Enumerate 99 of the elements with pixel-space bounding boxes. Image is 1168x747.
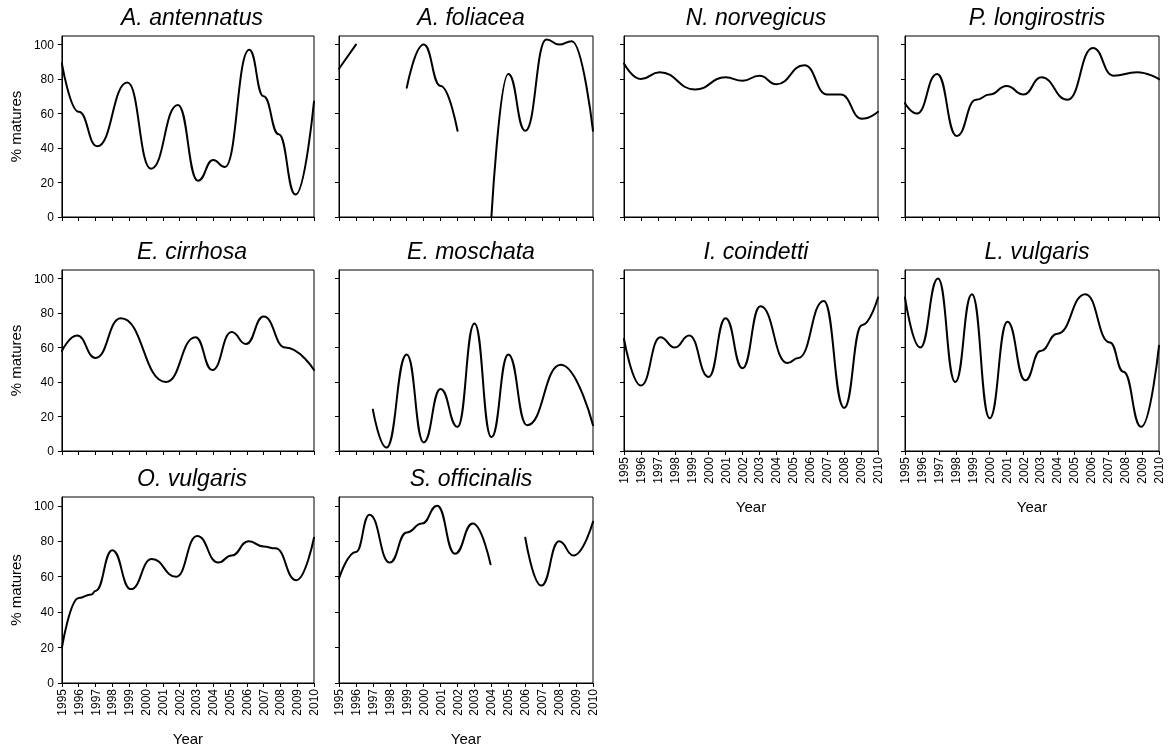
x-tick-label: 1999 [122, 688, 137, 716]
x-tick-label: 1996 [914, 456, 929, 484]
x-tick-label: 2004 [484, 688, 499, 716]
x-tick-label: 1997 [931, 456, 946, 484]
x-tick-label: 2000 [416, 688, 431, 716]
x-tick-label: 2004 [1050, 456, 1065, 484]
x-tick-label: 1995 [54, 688, 69, 716]
x-tick-label: 2004 [206, 688, 221, 716]
chart-title: P. longirostris [968, 3, 1106, 30]
y-tick-label: 40 [40, 605, 55, 620]
x-tick-label: 2009 [290, 688, 305, 716]
x-tick-label: 1999 [965, 456, 980, 484]
x-tick-label: 2007 [820, 456, 835, 484]
x-tick-label: 1998 [948, 456, 963, 484]
chart-title: S. officinalis [409, 464, 533, 491]
x-tick-label: 2002 [1016, 456, 1031, 484]
x-tick-label: 2008 [552, 688, 567, 716]
chart-title: L. vulgaris [984, 237, 1090, 264]
x-tick-label: 1998 [667, 456, 682, 484]
x-tick-label: 2007 [1101, 456, 1116, 484]
x-tick-label: 2004 [769, 456, 784, 484]
x-tick-label: 2001 [999, 456, 1014, 484]
x-tick-label: 1995 [332, 688, 346, 716]
x-tick-label: 2003 [467, 688, 482, 716]
x-tick-label: 2005 [786, 456, 801, 484]
chart-title: N. norvegicus [685, 3, 827, 30]
x-tick-label: 2007 [256, 688, 271, 716]
y-tick-label: 20 [40, 640, 55, 655]
x-axis-title: Year [1016, 498, 1048, 515]
x-tick-label: 2008 [837, 456, 852, 484]
x-tick-label: 2005 [1067, 456, 1082, 484]
y-tick-label: 60 [40, 569, 55, 584]
x-tick-label: 2000 [701, 456, 716, 484]
x-axis-title: Year [450, 730, 482, 747]
x-tick-label: 1999 [684, 456, 699, 484]
x-tick-label: 2005 [222, 688, 237, 716]
x-tick-label: 2010 [586, 688, 600, 716]
x-axis-title: Year [735, 498, 767, 515]
y-tick-label: 0 [47, 444, 55, 458]
chart-title: E. moschata [407, 237, 535, 264]
x-tick-label: 2002 [735, 456, 750, 484]
x-tick-label: 2007 [535, 688, 550, 716]
y-tick-label: 80 [40, 534, 55, 549]
y-tick-label: 0 [47, 676, 55, 690]
x-tick-label: 2005 [501, 688, 516, 716]
x-axis-title: Year [172, 730, 204, 747]
y-axis-title: % matures [7, 324, 24, 397]
y-tick-label: 40 [40, 375, 55, 390]
y-tick-label: 0 [47, 210, 55, 224]
x-tick-label: 2001 [718, 456, 733, 484]
y-tick-label: 80 [40, 72, 55, 87]
x-tick-label: 1997 [365, 688, 380, 716]
chart-title: A. foliacea [415, 3, 525, 30]
x-tick-label: 2002 [450, 688, 465, 716]
y-tick-label: 80 [40, 306, 55, 321]
x-tick-label: 2006 [803, 456, 818, 484]
y-tick-label: 100 [33, 271, 55, 286]
x-tick-label: 2010 [871, 456, 885, 484]
x-tick-label: 2003 [752, 456, 767, 484]
y-tick-label: 100 [33, 498, 55, 513]
x-tick-label: 1995 [898, 456, 912, 484]
x-tick-label: 1996 [348, 688, 363, 716]
x-tick-label: 2001 [155, 688, 170, 716]
x-tick-label: 1997 [88, 688, 103, 716]
y-tick-label: 20 [40, 409, 55, 424]
x-tick-label: 2000 [982, 456, 997, 484]
x-tick-label: 2000 [138, 688, 153, 716]
x-tick-label: 1999 [399, 688, 414, 716]
x-tick-label: 1997 [650, 456, 665, 484]
x-tick-label: 2006 [239, 688, 254, 716]
x-tick-label: 1998 [382, 688, 397, 716]
x-tick-label: 2006 [518, 688, 533, 716]
x-tick-label: 1996 [71, 688, 86, 716]
y-tick-label: 100 [33, 37, 55, 52]
x-tick-label: 2001 [433, 688, 448, 716]
y-tick-label: 60 [40, 106, 55, 121]
chart-title: O. vulgaris [137, 464, 248, 491]
x-tick-label: 2003 [1033, 456, 1048, 484]
y-axis-title: % matures [7, 90, 24, 163]
chart-title: I. coindetti [703, 237, 810, 264]
x-tick-label: 1995 [617, 456, 631, 484]
x-tick-label: 2008 [273, 688, 288, 716]
x-tick-label: 2010 [1152, 456, 1166, 484]
y-tick-label: 20 [40, 175, 55, 190]
y-tick-label: 60 [40, 340, 55, 355]
x-tick-label: 2009 [854, 456, 869, 484]
chart-title: A. antennatus [119, 3, 264, 30]
x-tick-label: 2008 [1118, 456, 1133, 484]
chart-title: E. cirrhosa [137, 237, 247, 264]
x-tick-label: 2006 [1084, 456, 1099, 484]
x-tick-label: 2010 [307, 688, 321, 716]
x-tick-label: 2009 [1135, 456, 1150, 484]
y-axis-title: % matures [7, 554, 24, 626]
x-tick-label: 1996 [633, 456, 648, 484]
x-tick-label: 1998 [105, 688, 120, 716]
x-tick-label: 2003 [189, 688, 204, 716]
x-tick-label: 2002 [172, 688, 187, 716]
y-tick-label: 40 [40, 141, 55, 156]
x-tick-label: 2009 [569, 688, 584, 716]
